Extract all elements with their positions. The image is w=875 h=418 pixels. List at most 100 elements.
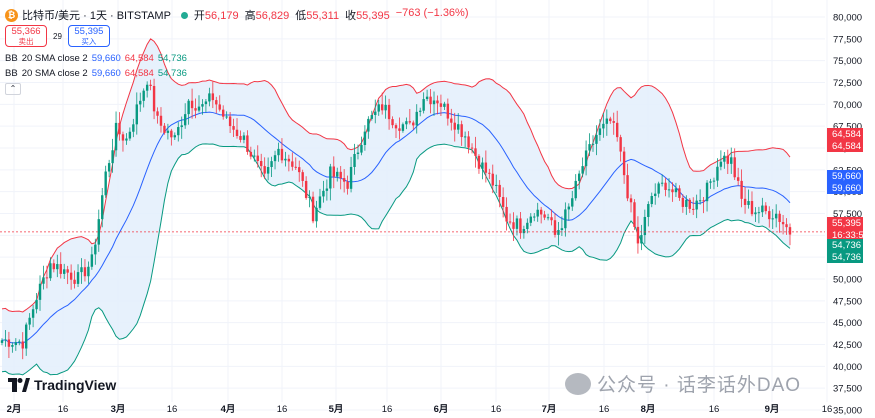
candle-body	[166, 130, 170, 133]
y-tick-label: 70,000	[833, 100, 862, 111]
candle-body	[218, 104, 221, 110]
bb-lower-value: 54,736	[157, 68, 187, 79]
time-axis[interactable]: 2月 16 3月 16 4月 16 5月 16 6月 16 7月 16 8月 16 9月 16	[7, 404, 833, 415]
bb-name: BB	[5, 68, 18, 79]
y-tick-label: 37,500	[833, 384, 862, 395]
candle-body	[149, 84, 152, 86]
candle-body	[11, 345, 14, 347]
candle-body	[512, 222, 515, 229]
candle-body	[0, 340, 4, 343]
candle-body	[253, 155, 256, 157]
candle-body	[450, 118, 453, 123]
candle-body	[771, 218, 774, 220]
candle-body	[346, 181, 349, 189]
buy-button[interactable]: 55,395 买入	[67, 25, 110, 47]
candle-body	[612, 121, 615, 123]
x-tick-label: 16	[709, 404, 720, 415]
sell-button[interactable]: 55,366 卖出	[5, 25, 47, 47]
candle-body	[291, 161, 294, 167]
candle-body	[712, 180, 716, 182]
candle-body	[318, 196, 322, 208]
low-label: 低	[295, 10, 307, 22]
y-tick-label: 35,000	[833, 406, 862, 417]
change-value: −763 (−1.36%)	[395, 7, 469, 19]
candle-body	[463, 136, 467, 138]
candles	[0, 78, 792, 360]
x-tick-label: 8月	[641, 404, 656, 415]
candle-body	[24, 324, 28, 349]
candle-body	[692, 208, 695, 210]
price-tag	[827, 251, 863, 263]
candle-body	[270, 161, 273, 168]
candle-body	[705, 182, 709, 202]
candle-body	[94, 244, 97, 255]
price-axis[interactable]: 80,00077,50075,00072,50070,00067,50065,0…	[833, 13, 862, 417]
candle-body	[740, 180, 743, 199]
candle-body	[125, 138, 128, 141]
candle-body	[142, 90, 145, 101]
candle-body	[788, 227, 792, 235]
candle-body	[156, 111, 159, 116]
candle-body	[118, 122, 121, 135]
band-fill	[2, 38, 790, 375]
candle-body	[557, 230, 560, 235]
candle-body	[774, 213, 778, 219]
candle-body	[342, 178, 346, 182]
bb-basis-value: 59,660	[91, 53, 121, 64]
candle-body	[688, 199, 691, 209]
candle-body	[215, 100, 218, 105]
candle-body	[135, 104, 138, 125]
candle-body	[723, 155, 726, 162]
candle-body	[602, 123, 605, 129]
x-tick-label: 4月	[221, 404, 236, 415]
x-tick-label: 6月	[434, 404, 449, 415]
price-tag	[827, 217, 863, 229]
candle-body	[536, 209, 539, 217]
candle-body	[329, 166, 332, 189]
chevron-up-icon[interactable]: ⌃	[5, 83, 21, 95]
wechat-icon	[565, 372, 591, 395]
candle-body	[654, 193, 657, 196]
bb-indicator-row-1[interactable]: BB 20 SMA close 2 59,660 64,584 54,736	[5, 53, 187, 64]
bitcoin-icon: ₿	[5, 8, 18, 22]
candle-body	[678, 188, 681, 198]
candle-body	[228, 116, 232, 127]
candle-body	[246, 135, 249, 152]
candle-body	[401, 124, 405, 131]
candle-body	[405, 121, 408, 125]
candle-body	[56, 264, 59, 270]
candle-body	[235, 129, 239, 136]
x-tick-label: 16	[382, 404, 393, 415]
x-tick-label: 2月	[7, 404, 22, 415]
symbol-title[interactable]: 比特币/美元 · 1天 · BITSTAMP	[22, 10, 171, 22]
low-value: 55,311	[306, 10, 340, 22]
candle-body	[360, 144, 363, 153]
y-tick-label: 67,500	[833, 122, 862, 133]
candle-body	[173, 135, 177, 138]
candle-body	[183, 114, 187, 126]
candle-body	[349, 166, 353, 189]
candle-body	[664, 182, 667, 190]
candle-body	[367, 118, 370, 132]
candle-body	[66, 269, 69, 273]
y-tick-label: 77,500	[833, 34, 862, 45]
candle-body	[225, 116, 228, 118]
candle-body	[21, 341, 24, 349]
candle-body	[80, 267, 83, 273]
candle-body	[609, 118, 612, 122]
candle-body	[159, 115, 163, 126]
bb-basis-value: 59,660	[91, 68, 121, 79]
candle-body	[429, 96, 432, 105]
watermark: 公众号 · 话李话外DAO	[565, 370, 801, 397]
candle-body	[87, 266, 90, 277]
bb-indicator-row-2[interactable]: BB 20 SMA close 2 59,660 64,584 54,736	[5, 68, 187, 79]
candle-body	[322, 190, 325, 197]
bb-basis-line	[1, 111, 791, 344]
x-tick-label: 16	[277, 404, 288, 415]
buy-price: 55,395	[74, 26, 104, 37]
candle-body	[374, 111, 377, 116]
tradingview-logo: TradingView	[8, 377, 116, 393]
candle-body	[671, 189, 674, 193]
candle-body	[49, 263, 52, 279]
